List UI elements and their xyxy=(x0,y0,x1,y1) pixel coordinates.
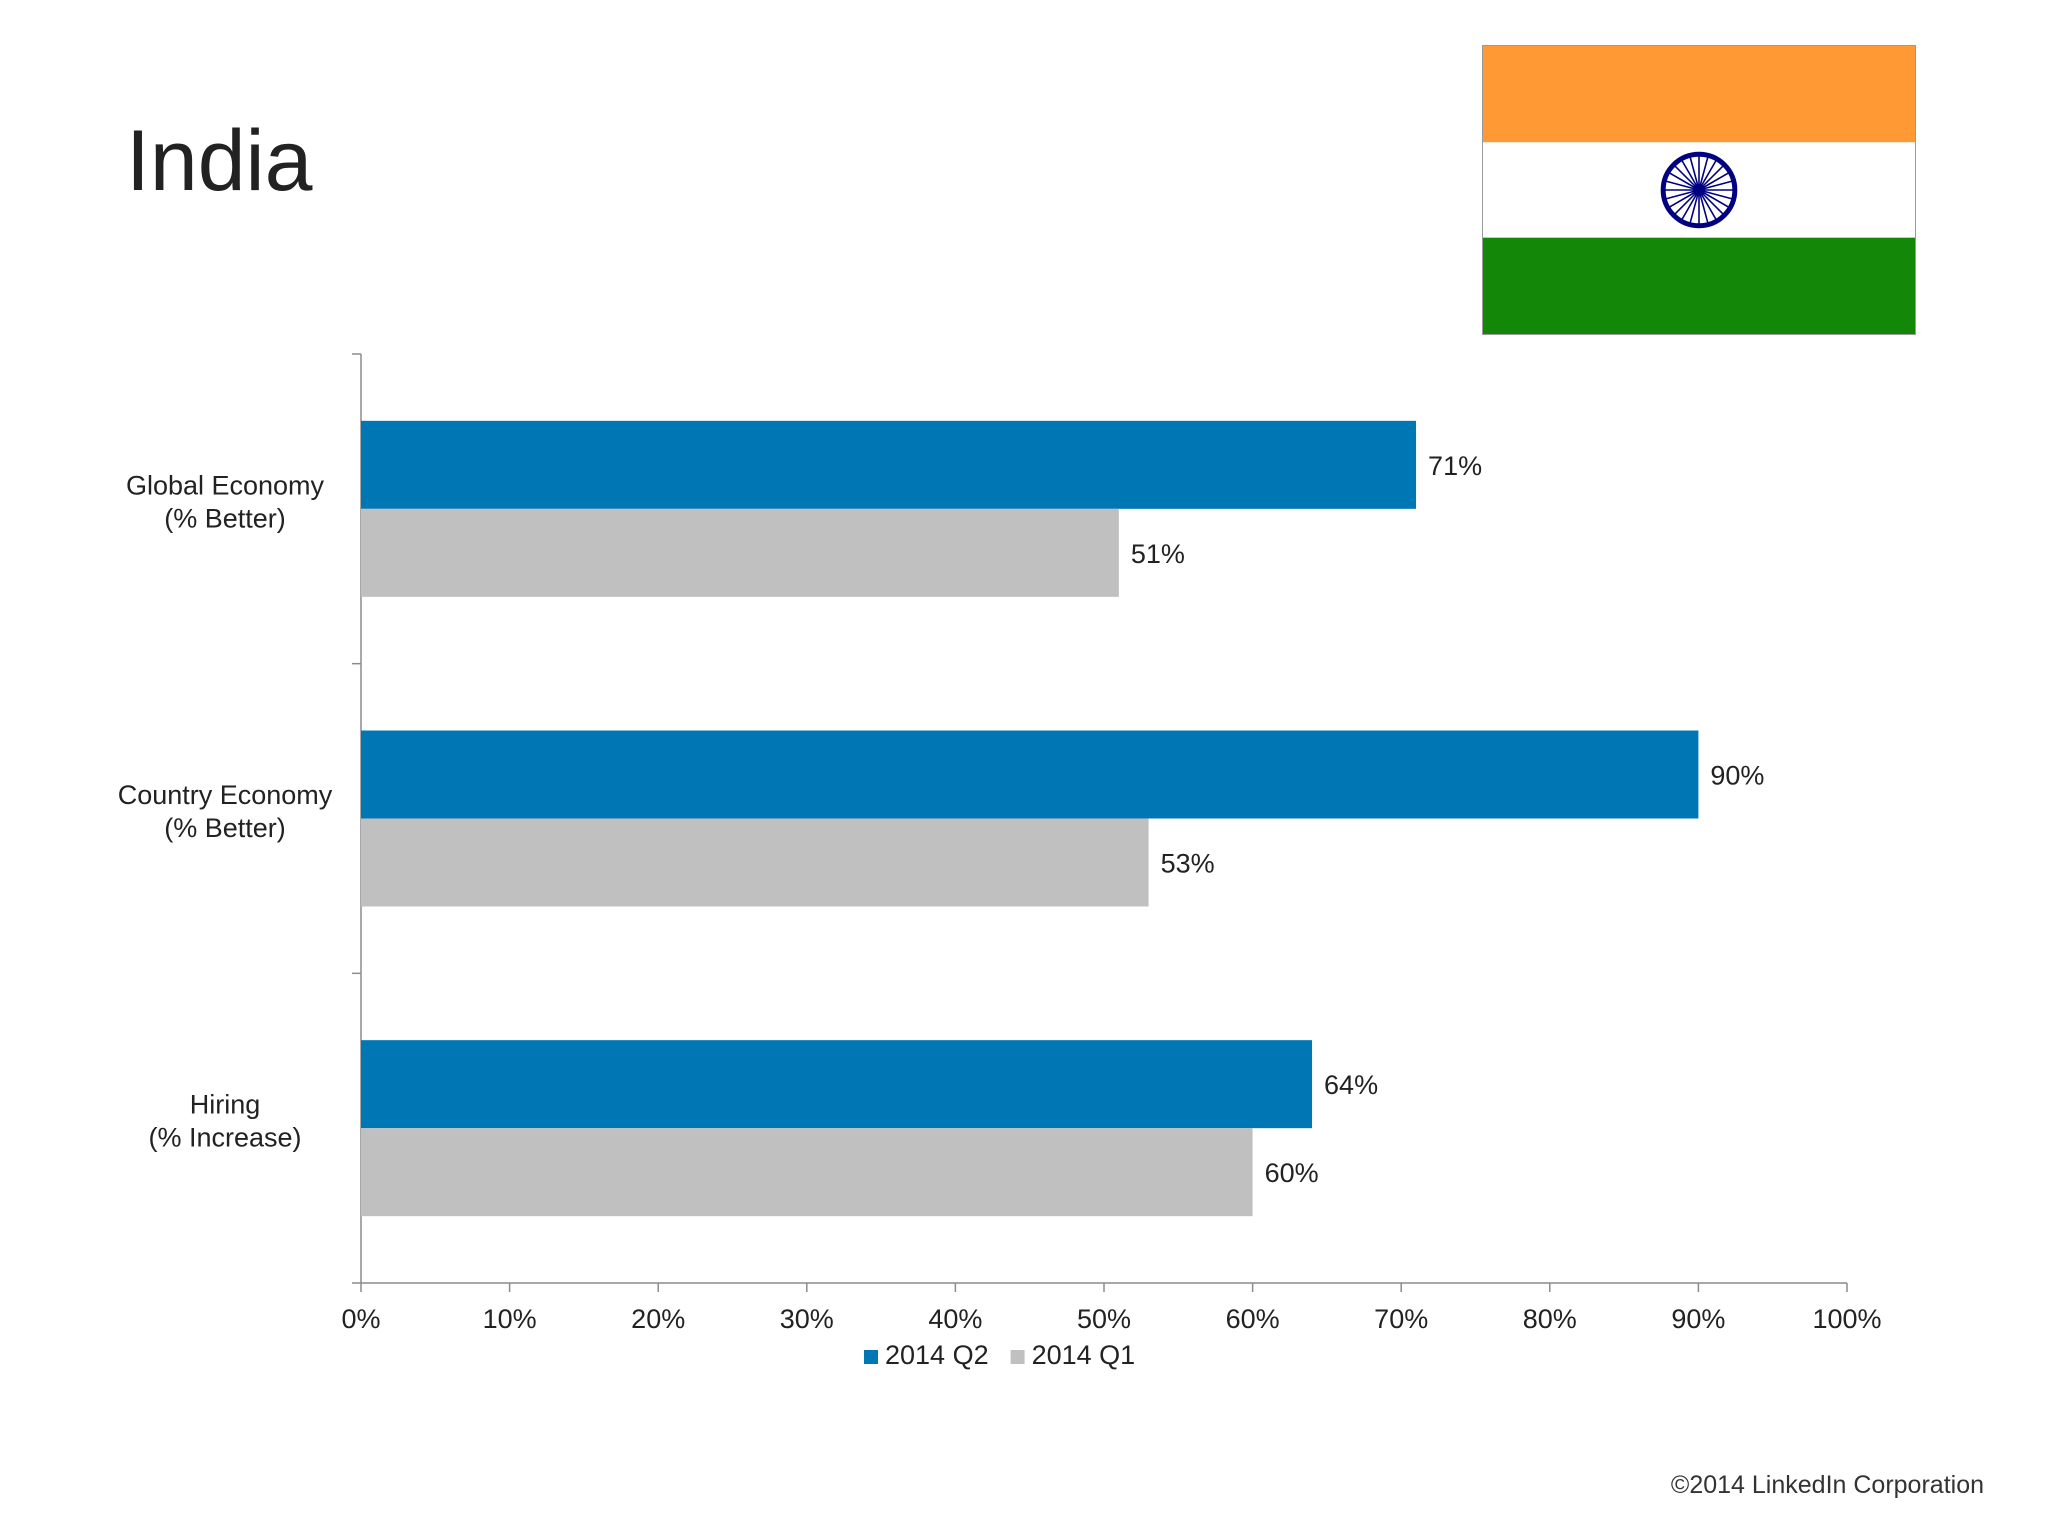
data-label: 60% xyxy=(1265,1158,1319,1188)
category-label: Hiring xyxy=(190,1090,261,1120)
x-tick-label: 70% xyxy=(1374,1304,1428,1334)
legend-label: 2014 Q1 xyxy=(1032,1340,1136,1370)
category-label: (% Increase) xyxy=(148,1123,301,1153)
data-label: 90% xyxy=(1710,761,1764,791)
x-tick-label: 50% xyxy=(1077,1304,1131,1334)
x-tick-label: 100% xyxy=(1812,1304,1881,1334)
india-flag-icon xyxy=(1482,45,1916,335)
x-tick-label: 60% xyxy=(1226,1304,1280,1334)
copyright-text: ©2014 LinkedIn Corporation xyxy=(1670,1471,1984,1499)
x-tick-label: 0% xyxy=(341,1304,380,1334)
bar-2014-q1 xyxy=(361,1128,1253,1217)
category-label: (% Better) xyxy=(164,813,286,843)
ashoka-chakra-icon xyxy=(1660,151,1738,229)
data-label: 53% xyxy=(1161,849,1215,879)
bar-2014-q1 xyxy=(361,818,1149,907)
bar-2014-q1 xyxy=(361,508,1119,597)
bar-2014-q2 xyxy=(361,1040,1313,1129)
legend-swatch xyxy=(864,1350,878,1364)
x-tick-label: 30% xyxy=(780,1304,834,1334)
data-label: 64% xyxy=(1324,1070,1378,1100)
data-label: 51% xyxy=(1131,539,1185,569)
x-tick-label: 10% xyxy=(483,1304,537,1334)
bar-2014-q2 xyxy=(361,730,1699,819)
category-label: Country Economy xyxy=(118,780,333,810)
flag-saffron-band xyxy=(1483,46,1915,143)
category-label: (% Better) xyxy=(164,503,286,533)
legend-label: 2014 Q2 xyxy=(885,1340,989,1370)
x-tick-label: 80% xyxy=(1523,1304,1577,1334)
bar-2014-q2 xyxy=(361,420,1417,509)
x-tick-label: 20% xyxy=(631,1304,685,1334)
page-title: India xyxy=(126,113,313,209)
legend-swatch xyxy=(1010,1350,1025,1364)
category-label: Global Economy xyxy=(126,470,325,500)
x-tick-label: 40% xyxy=(928,1304,982,1334)
flag-green-band xyxy=(1483,237,1915,334)
x-tick-label: 90% xyxy=(1671,1304,1725,1334)
data-label: 71% xyxy=(1428,451,1482,481)
